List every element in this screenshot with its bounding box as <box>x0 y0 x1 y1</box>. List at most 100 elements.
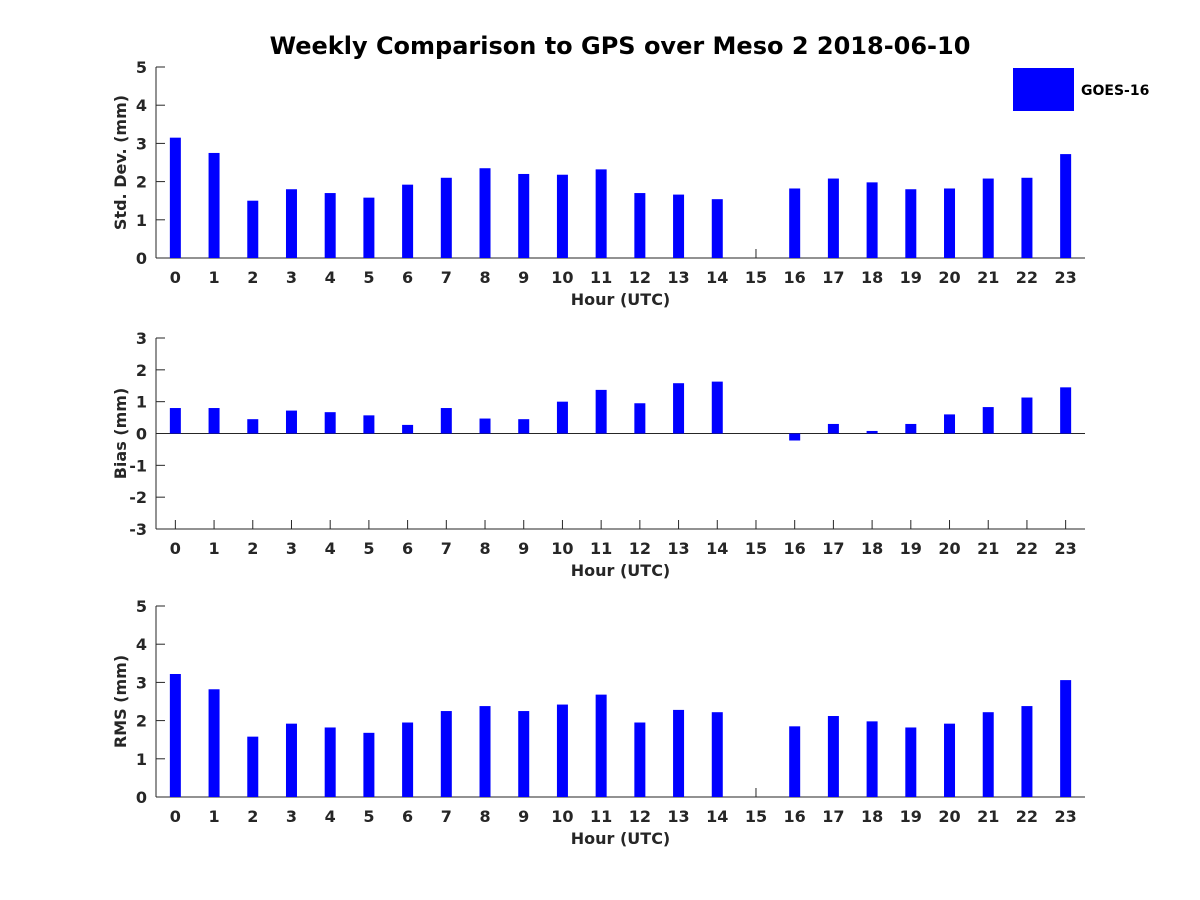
bar-rms-hour-0 <box>169 673 181 797</box>
x-tick-label: 5 <box>363 268 374 287</box>
bar-bias-hour-7 <box>440 408 452 434</box>
x-tick-label: 20 <box>938 268 960 287</box>
legend-label-goes16: GOES-16 <box>1081 83 1149 99</box>
x-tick-label: 16 <box>784 539 806 558</box>
x-tick-label: 8 <box>479 807 490 826</box>
x-tick-label: 22 <box>1016 268 1038 287</box>
x-tick-label: 16 <box>784 807 806 826</box>
y-tick-label: 5 <box>136 58 147 77</box>
x-axis-label: Hour (UTC) <box>571 290 671 309</box>
y-tick-label: 3 <box>136 673 147 692</box>
x-tick-label: 8 <box>479 268 490 287</box>
bar-rms-hour-21 <box>982 712 994 797</box>
y-tick-label: 1 <box>136 393 147 412</box>
x-tick-label: 17 <box>822 268 844 287</box>
x-tick-label: 2 <box>247 268 258 287</box>
bar-bias-hour-21 <box>982 407 994 434</box>
y-tick-label: 1 <box>136 750 147 769</box>
bar-bias-hour-3 <box>285 410 297 434</box>
x-tick-label: 12 <box>629 268 651 287</box>
bar-bias-hour-6 <box>402 424 414 434</box>
x-tick-label: 22 <box>1016 807 1038 826</box>
bar-std-hour-4 <box>324 193 336 258</box>
x-tick-label: 21 <box>977 807 999 826</box>
bar-rms-hour-23 <box>1060 680 1072 797</box>
legend-swatch-goes16 <box>1013 68 1074 111</box>
bar-bias-hour-1 <box>208 408 220 434</box>
x-tick-label: 13 <box>667 268 689 287</box>
x-tick-label: 23 <box>1055 268 1077 287</box>
bar-std-hour-2 <box>247 200 259 258</box>
bar-std-hour-19 <box>905 189 917 258</box>
x-tick-label: 15 <box>745 539 767 558</box>
y-axis-label: Bias (mm) <box>111 388 130 480</box>
x-tick-label: 23 <box>1055 539 1077 558</box>
bar-std-hour-5 <box>363 197 375 258</box>
bar-std-hour-23 <box>1060 154 1072 258</box>
y-axis-label: RMS (mm) <box>111 655 130 748</box>
x-tick-label: 2 <box>247 539 258 558</box>
bar-bias-hour-10 <box>556 401 568 434</box>
bar-rms-hour-16 <box>789 726 801 797</box>
bar-bias-hour-20 <box>944 414 956 434</box>
y-tick-label: -3 <box>129 520 147 539</box>
x-tick-label: 10 <box>551 268 573 287</box>
x-tick-label: 0 <box>170 807 181 826</box>
y-tick-label: 5 <box>136 597 147 616</box>
x-tick-label: 3 <box>286 807 297 826</box>
x-tick-label: 17 <box>822 539 844 558</box>
x-tick-label: 19 <box>900 539 922 558</box>
y-tick-label: 1 <box>136 211 147 230</box>
bar-std-hour-9 <box>518 173 530 258</box>
x-tick-label: 11 <box>590 539 612 558</box>
y-tick-label: 4 <box>136 635 147 654</box>
x-tick-label: 4 <box>325 268 336 287</box>
x-tick-label: 18 <box>861 807 883 826</box>
bar-rms-hour-6 <box>402 722 414 797</box>
x-tick-label: 21 <box>977 539 999 558</box>
x-tick-label: 12 <box>629 807 651 826</box>
bar-rms-hour-2 <box>247 736 259 797</box>
bar-std-hour-10 <box>556 174 568 258</box>
y-tick-label: -2 <box>129 488 147 507</box>
bar-rms-hour-5 <box>363 732 375 797</box>
x-tick-label: 3 <box>286 539 297 558</box>
bar-rms-hour-13 <box>673 709 685 797</box>
bar-rms-hour-7 <box>440 711 452 797</box>
x-tick-label: 21 <box>977 268 999 287</box>
legend: GOES-16 <box>1013 68 1149 111</box>
x-tick-label: 10 <box>551 807 573 826</box>
bar-std-hour-1 <box>208 152 220 258</box>
x-tick-label: 13 <box>667 539 689 558</box>
x-tick-label: 7 <box>441 268 452 287</box>
x-tick-label: 11 <box>590 807 612 826</box>
bar-bias-hour-18 <box>866 430 878 434</box>
bar-rms-hour-9 <box>518 711 530 797</box>
bar-rms-hour-19 <box>905 727 917 797</box>
x-axis-label: Hour (UTC) <box>571 829 671 848</box>
x-tick-label: 9 <box>518 268 529 287</box>
x-tick-label: 9 <box>518 807 529 826</box>
x-tick-label: 6 <box>402 539 413 558</box>
x-tick-label: 14 <box>706 807 728 826</box>
x-tick-label: 9 <box>518 539 529 558</box>
bar-std-hour-11 <box>595 169 607 258</box>
x-tick-label: 18 <box>861 539 883 558</box>
bar-rms-hour-1 <box>208 689 220 797</box>
x-tick-label: 20 <box>938 539 960 558</box>
bar-bias-hour-22 <box>1021 397 1033 434</box>
x-tick-label: 8 <box>479 539 490 558</box>
bar-bias-hour-9 <box>518 419 530 434</box>
bar-bias-hour-5 <box>363 415 375 434</box>
x-tick-label: 6 <box>402 807 413 826</box>
bar-bias-hour-23 <box>1060 387 1072 434</box>
x-tick-label: 1 <box>208 807 219 826</box>
y-axis-label: Std. Dev. (mm) <box>111 95 130 230</box>
y-tick-label: 3 <box>136 134 147 153</box>
y-tick-label: 2 <box>136 712 147 731</box>
x-tick-label: 0 <box>170 539 181 558</box>
y-tick-label: 0 <box>136 788 147 807</box>
x-tick-label: 4 <box>325 539 336 558</box>
